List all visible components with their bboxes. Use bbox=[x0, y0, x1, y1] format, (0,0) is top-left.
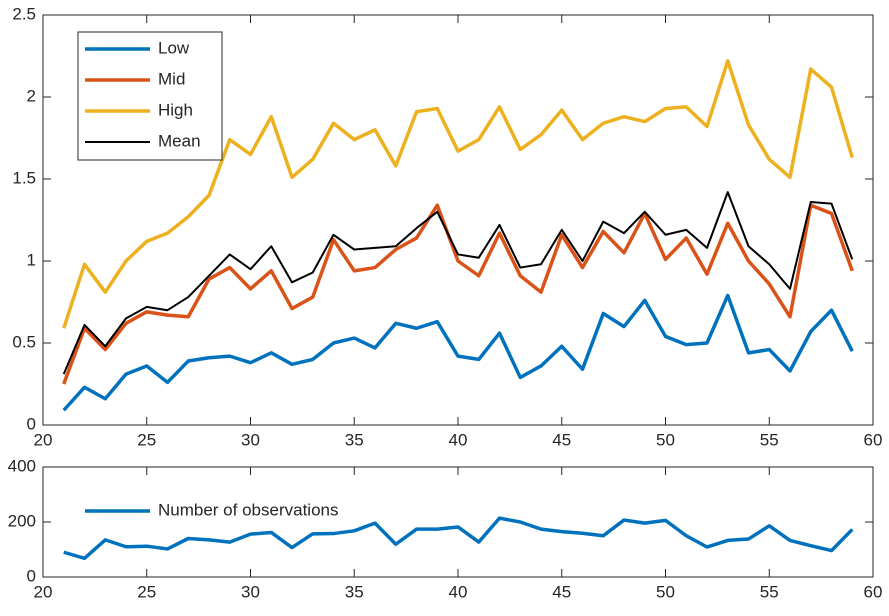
y-tick-label: 400 bbox=[8, 456, 36, 475]
x-tick-label: 20 bbox=[34, 430, 53, 449]
x-tick-label: 45 bbox=[552, 430, 571, 449]
y-tick-label: 1 bbox=[27, 250, 36, 269]
x-tick-label: 60 bbox=[864, 430, 883, 449]
legend-label: Number of observations bbox=[158, 500, 338, 519]
x-tick-label: 55 bbox=[760, 582, 779, 601]
x-tick-label: 35 bbox=[345, 430, 364, 449]
x-tick-label: 25 bbox=[137, 582, 156, 601]
series-line bbox=[63, 516, 854, 561]
x-tick-label: 55 bbox=[760, 430, 779, 449]
legend-label: Mean bbox=[158, 131, 201, 150]
y-tick-label: 200 bbox=[8, 511, 36, 530]
legend-box bbox=[77, 31, 223, 161]
y-tick-label: 0 bbox=[27, 414, 36, 433]
y-tick-label: 0 bbox=[27, 566, 36, 585]
x-tick-label: 25 bbox=[137, 430, 156, 449]
x-tick-label: 50 bbox=[656, 582, 675, 601]
y-tick-label: 2 bbox=[27, 86, 36, 105]
series-line bbox=[62, 191, 854, 375]
plot-area bbox=[43, 467, 873, 577]
axes-frame bbox=[42, 466, 874, 578]
series-line bbox=[62, 203, 854, 385]
x-tick-label: 30 bbox=[241, 582, 260, 601]
legend-label: Mid bbox=[158, 69, 185, 88]
x-tick-label: 35 bbox=[345, 582, 364, 601]
legend-label: Low bbox=[158, 38, 190, 57]
legend-label: High bbox=[158, 100, 193, 119]
y-tick-label: 0.5 bbox=[12, 332, 36, 351]
x-tick-label: 30 bbox=[241, 430, 260, 449]
x-tick-label: 20 bbox=[34, 582, 53, 601]
y-tick-label: 2.5 bbox=[12, 4, 36, 23]
axes-frame bbox=[42, 14, 874, 426]
series-line bbox=[62, 59, 854, 329]
x-tick-label: 60 bbox=[864, 582, 883, 601]
x-tick-label: 45 bbox=[552, 582, 571, 601]
series-line bbox=[62, 293, 854, 412]
x-tick-label: 50 bbox=[656, 430, 675, 449]
y-tick-label: 1.5 bbox=[12, 168, 36, 187]
x-tick-label: 40 bbox=[449, 430, 468, 449]
x-tick-label: 40 bbox=[449, 582, 468, 601]
